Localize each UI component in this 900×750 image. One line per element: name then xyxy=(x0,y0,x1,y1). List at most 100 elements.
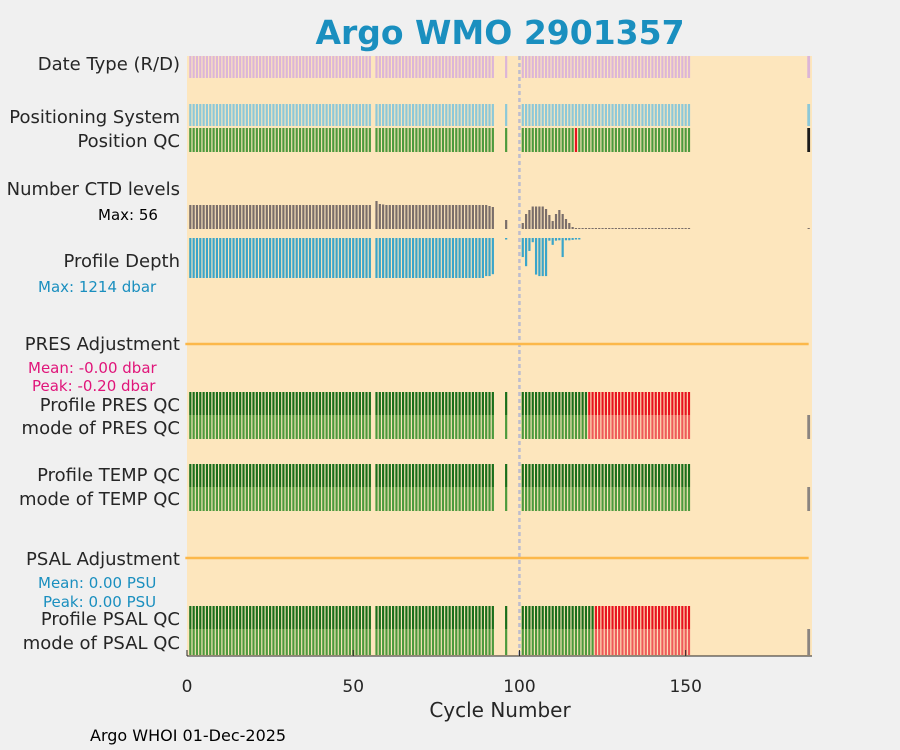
position-qc-bar xyxy=(398,128,401,152)
position-qc-bar xyxy=(598,128,601,152)
date-type-bar xyxy=(534,56,538,78)
ctd-levels-bar xyxy=(554,214,558,229)
profile-pres-qc-bar xyxy=(411,392,415,415)
position-qc-bar xyxy=(631,128,634,152)
positioning-bar xyxy=(209,104,212,126)
ctd-levels-bar xyxy=(455,205,458,229)
mode-pres-qc-bar xyxy=(269,415,272,439)
profile-depth-bar xyxy=(368,238,371,278)
profile-depth-bar xyxy=(451,238,455,278)
mode-psal-qc-bar xyxy=(684,629,687,655)
mode-temp-qc-bar xyxy=(418,487,421,511)
ctd-levels-bar xyxy=(624,228,627,229)
mode-temp-qc-bar xyxy=(524,487,528,511)
mode-psal-qc-bar xyxy=(418,629,421,655)
mode-temp-qc-bar xyxy=(222,487,225,511)
mode-pres-qc-bar xyxy=(239,415,242,439)
ctd-levels-bar xyxy=(538,206,541,229)
profile-temp-qc-bar xyxy=(295,464,298,487)
profile-depth-bar xyxy=(578,238,581,240)
profile-pres-qc-bar xyxy=(578,392,581,415)
profile-temp-qc-bar xyxy=(212,464,215,487)
date-type-bar xyxy=(638,56,641,78)
date-type-bar xyxy=(219,56,222,78)
positioning-bar xyxy=(365,104,368,126)
profile-psal-qc-bar xyxy=(671,606,674,629)
date-type-bar xyxy=(594,56,598,78)
date-type-bar xyxy=(608,56,611,78)
date-type-bar xyxy=(388,56,391,78)
ctd-levels-bar xyxy=(292,205,295,229)
positioning-bar xyxy=(225,104,228,126)
date-type-bar xyxy=(448,56,451,78)
profile-temp-qc-bar xyxy=(199,464,202,487)
mode-pres-qc-bar xyxy=(644,415,647,439)
profile-psal-qc-bar xyxy=(554,606,558,629)
positioning-bar xyxy=(681,104,684,126)
profile-temp-qc-bar xyxy=(265,464,268,487)
positioning-bar xyxy=(554,104,558,126)
position-qc-bar xyxy=(312,128,315,152)
profile-temp-qc-bar xyxy=(445,464,448,487)
mode-psal-qc-bar xyxy=(465,629,468,655)
mode-psal-qc-bar xyxy=(541,629,544,655)
position-qc-bar xyxy=(581,128,584,152)
mode-temp-qc-bar xyxy=(538,487,541,511)
mode-pres-qc-bar xyxy=(634,415,637,439)
profile-temp-qc-bar xyxy=(594,464,598,487)
mode-psal-qc-bar xyxy=(195,629,199,655)
profile-depth-bar xyxy=(461,238,465,278)
profile-psal-qc-bar xyxy=(677,606,681,629)
profile-psal-qc-bar xyxy=(584,606,588,629)
profile-pres-qc-bar xyxy=(471,392,475,415)
ctd-levels-bar xyxy=(807,228,810,229)
profile-psal-qc-bar xyxy=(358,606,361,629)
profile-pres-qc-bar xyxy=(465,392,468,415)
ctd-levels-bar xyxy=(418,205,421,229)
position-qc-bar xyxy=(594,128,598,152)
profile-temp-qc-bar xyxy=(298,464,302,487)
mode-psal-qc-bar xyxy=(269,629,272,655)
positioning-bar xyxy=(338,104,342,126)
mode-temp-qc-bar xyxy=(192,487,195,511)
mode-pres-qc-bar xyxy=(451,415,455,439)
profile-pres-qc-bar xyxy=(222,392,225,415)
profile-pres-qc-bar xyxy=(661,392,664,415)
ctd-levels-bar xyxy=(269,205,272,229)
positioning-bar xyxy=(269,104,272,126)
mode-temp-qc-bar xyxy=(604,487,607,511)
date-type-bar xyxy=(195,56,199,78)
profile-psal-qc-bar xyxy=(318,606,322,629)
mode-psal-qc-bar xyxy=(308,629,312,655)
date-type-bar xyxy=(648,56,651,78)
positioning-bar xyxy=(222,104,225,126)
profile-temp-qc-bar xyxy=(282,464,285,487)
positioning-bar xyxy=(521,104,524,126)
profile-pres-qc-bar xyxy=(435,392,438,415)
mode-temp-qc-bar xyxy=(438,487,441,511)
date-type-bar xyxy=(368,56,371,78)
profile-pres-qc-bar xyxy=(195,392,199,415)
mode-psal-qc-bar xyxy=(478,629,481,655)
profile-temp-qc-bar xyxy=(465,464,468,487)
profile-temp-qc-bar xyxy=(392,464,395,487)
position-qc-bar xyxy=(295,128,298,152)
mode-temp-qc-bar xyxy=(368,487,371,511)
profile-psal-qc-bar xyxy=(638,606,641,629)
profile-depth-bar xyxy=(298,238,302,278)
profile-pres-qc-bar xyxy=(648,392,651,415)
profile-depth-bar xyxy=(485,238,488,277)
position-qc-bar xyxy=(481,128,484,152)
profile-temp-qc-bar xyxy=(195,464,199,487)
mode-temp-qc-bar xyxy=(219,487,222,511)
ctd-levels-bar xyxy=(634,228,637,229)
mode-pres-qc-bar xyxy=(534,415,538,439)
profile-pres-qc-bar xyxy=(554,392,558,415)
mode-pres-qc-bar xyxy=(415,415,418,439)
position-qc-bar xyxy=(365,128,368,152)
mode-temp-qc-bar xyxy=(318,487,322,511)
profile-pres-qc-bar xyxy=(229,392,232,415)
position-qc-bar xyxy=(654,128,657,152)
position-qc-bar xyxy=(591,128,594,152)
mode-psal-qc-bar xyxy=(338,629,342,655)
